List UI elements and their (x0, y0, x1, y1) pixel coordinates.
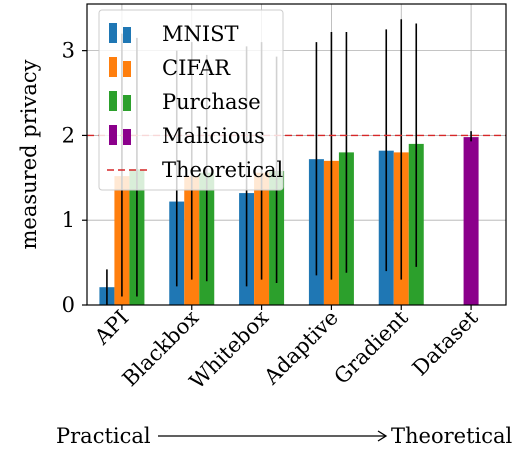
plot-frame (86, 3, 507, 306)
footer-left-label: Practical (56, 424, 151, 445)
legend-swatch-malicious (123, 129, 131, 145)
legend-label-malicious: Malicious (162, 124, 265, 148)
legend-swatch-mnist (123, 27, 131, 43)
bar-malicious-dataset (463, 137, 479, 305)
x-tick-label: Gradient (329, 305, 413, 389)
legend-swatch-malicious (109, 125, 117, 145)
y-tick-label: 2 (62, 123, 75, 147)
x-tick-label: Dataset (408, 305, 483, 380)
footer-arrow: Practical Theoretical (56, 424, 513, 448)
x-tick-label: Adaptive (259, 306, 343, 390)
y-tick-label: 0 (62, 293, 75, 317)
y-axis-label: measured privacy (17, 59, 41, 249)
y-tick-label: 3 (62, 39, 75, 63)
legend-label-theoretical: Theoretical (162, 158, 284, 182)
x-axis: APIBlackboxWhiteboxAdaptiveGradientDatas… (89, 305, 483, 394)
legend-frame (98, 9, 284, 191)
legend-swatch-mnist (109, 23, 117, 43)
y-axis: 0 1 2 3 (62, 39, 87, 317)
legend: MNIST CIFAR Purchase Malicious Theoretical (98, 9, 284, 191)
arrow-head-icon (377, 430, 388, 442)
legend-swatch-cifar (123, 61, 131, 77)
legend-label-cifar: CIFAR (162, 56, 231, 80)
legend-swatch-purchase (123, 95, 131, 111)
legend-label-purchase: Purchase (162, 90, 261, 114)
legend-swatch-cifar (109, 57, 117, 77)
x-tick-label: API (89, 306, 133, 350)
footer-right-label: Theoretical (391, 424, 513, 445)
y-tick-label: 1 (62, 208, 75, 232)
legend-swatch-purchase (109, 91, 117, 111)
legend-label-mnist: MNIST (162, 22, 239, 46)
